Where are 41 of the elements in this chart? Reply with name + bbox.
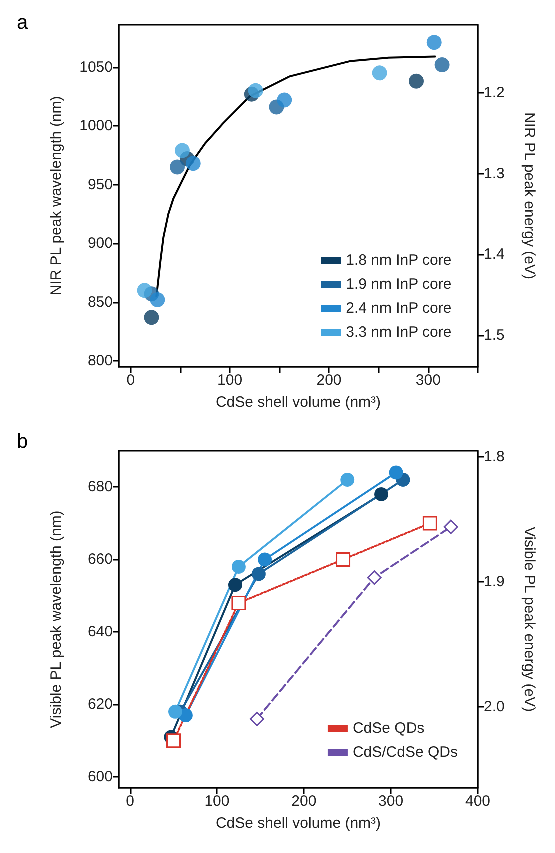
y-tick-label: 900 <box>88 235 113 252</box>
x-tick-label: 0 <box>126 793 134 810</box>
y-axis-title: Visible PL peak wavelength (nm) <box>48 510 65 728</box>
y2-tick-label: 1.4 <box>484 246 505 264</box>
y2-tick-label: 2.0 <box>484 698 505 716</box>
x-axis-title: CdSe shell volume (nm³) <box>216 394 382 411</box>
legend-label: CdSe QDs <box>352 720 425 737</box>
y-tick-label: 800 <box>88 352 113 370</box>
y2-tick-label: 1.9 <box>484 574 505 591</box>
y-tick-label: 680 <box>88 478 113 496</box>
y-tick-label: 950 <box>88 176 113 194</box>
y2-tick-label: 1.8 <box>484 448 505 466</box>
x-tick-label: 300 <box>416 372 441 389</box>
y-tick-label: 850 <box>88 294 113 311</box>
y-tick-label: 640 <box>88 624 113 641</box>
legend-label: 2.4 nm InP core <box>346 300 452 317</box>
x-tick-label: 400 <box>465 793 491 810</box>
y-tick-label: 620 <box>88 696 113 714</box>
y-axis-title: NIR PL peak wavelength (nm) <box>48 96 65 296</box>
y2-tick-label: 1.5 <box>484 326 505 344</box>
x-tick-label: 100 <box>204 793 230 810</box>
x-tick-label: 0 <box>126 372 136 389</box>
legend-label: 3.3 nm InP core <box>346 324 452 341</box>
y-tick-label: 600 <box>88 768 113 786</box>
y-tick-label: 660 <box>88 551 113 568</box>
y-tick-label: 1050 <box>80 58 113 76</box>
x-axis-title: CdSe shell volume (nm³) <box>216 815 382 832</box>
chart-title: b <box>17 431 28 453</box>
x-tick-label: 200 <box>292 793 317 810</box>
x-tick-label: 300 <box>378 793 404 810</box>
x-tick-label: 100 <box>218 372 243 389</box>
chart-title: a <box>17 12 29 34</box>
y-tick-label: 1000 <box>80 118 113 135</box>
x-tick-label: 200 <box>316 372 342 389</box>
legend-label: CdS/CdSe QDs <box>352 744 458 761</box>
y2-axis-title: Visible PL peak energy (eV) <box>521 526 538 712</box>
y2-axis-title: NIR PL peak energy (eV) <box>521 112 538 280</box>
y2-tick-label: 1.3 <box>484 165 505 182</box>
legend-label: 1.8 nm InP core <box>346 252 452 269</box>
y2-tick-label: 1.2 <box>484 84 505 102</box>
legend-label: 1.9 nm InP core <box>346 276 452 293</box>
